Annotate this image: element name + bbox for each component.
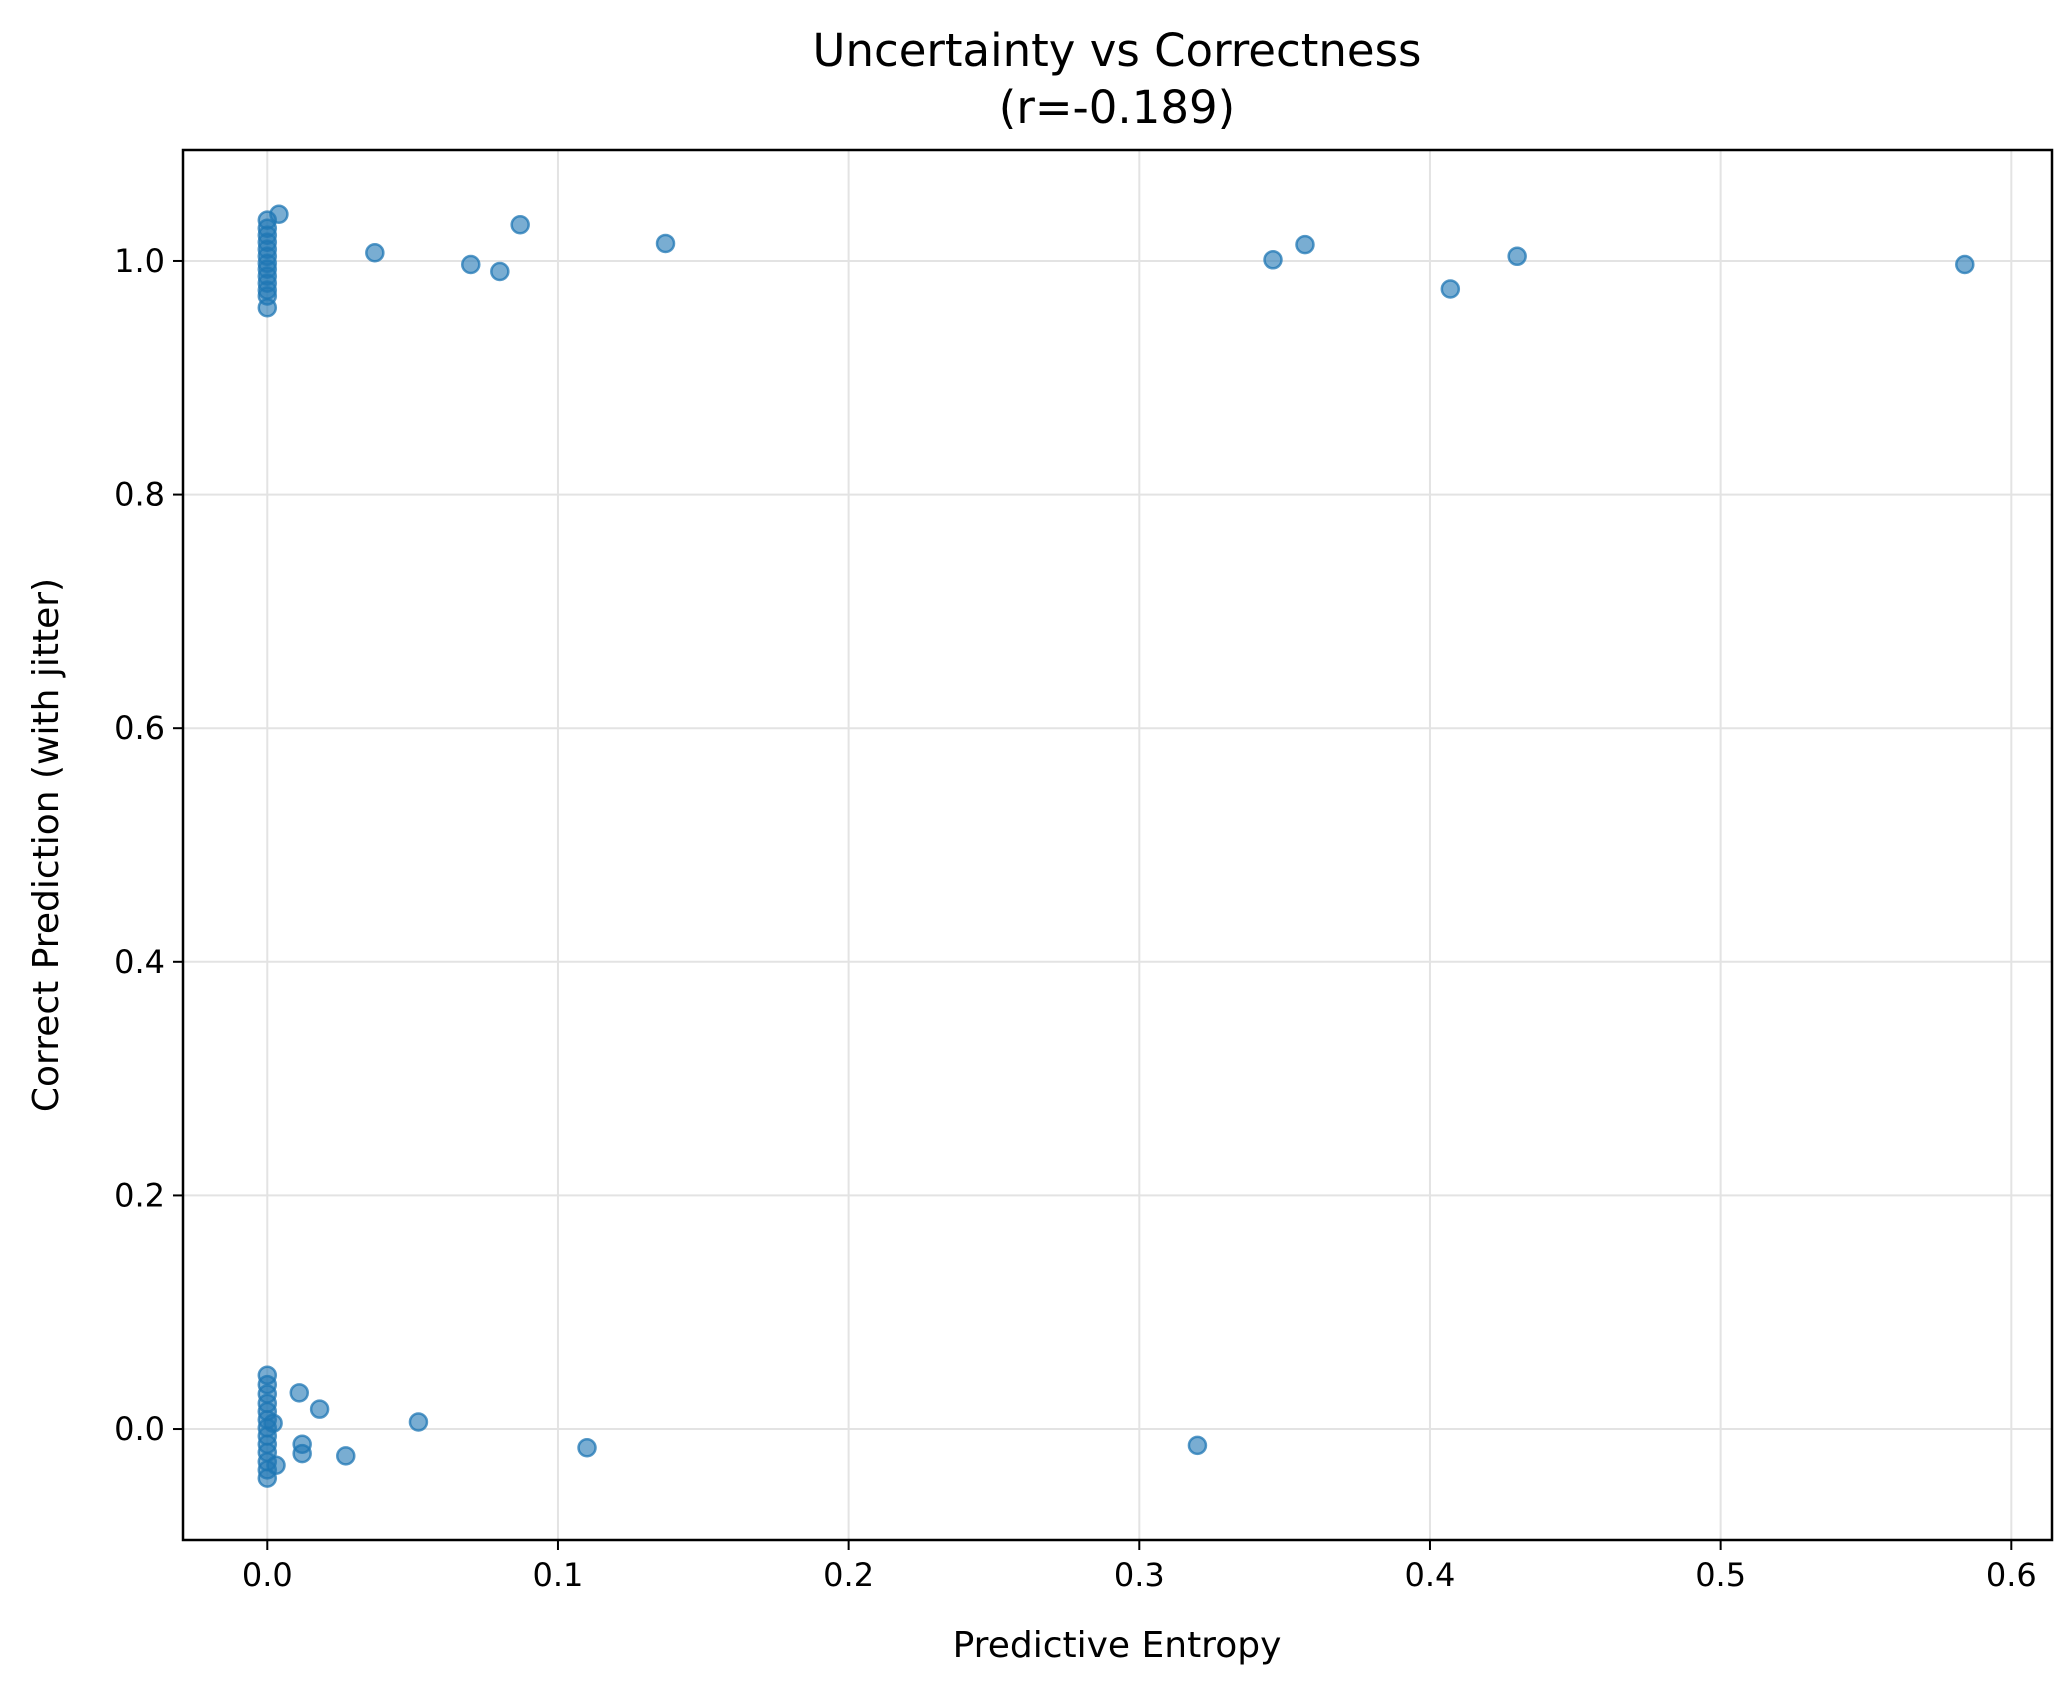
x-tick-label: 0.2 (823, 1556, 874, 1594)
scatter-point (336, 1446, 356, 1466)
scatter-point (1955, 254, 1975, 275)
x-tick-label: 0.5 (1695, 1556, 1746, 1594)
scatter-point (292, 1443, 312, 1464)
scatter-point (309, 1399, 330, 1419)
scatter-point (1295, 234, 1315, 255)
x-tick-label: 0.1 (533, 1556, 584, 1594)
scatter-point (257, 297, 278, 318)
scatter-point (266, 1455, 286, 1475)
chart-title: Uncertainty vs Correctness (813, 24, 1422, 77)
scatter-point (1187, 1435, 1208, 1456)
plot-frame (181, 148, 2054, 1542)
chart-subtitle: (r=-0.189) (999, 81, 1235, 134)
ticks-layer: 0.0 0.1 0.2 0.3 0.4 0.5 0.6 0.0 0.2 0.4 0.6 0.8 1.0 (114, 242, 2037, 1594)
scatter-point (461, 254, 481, 275)
y-tick-label: 0.8 (114, 476, 165, 514)
scatter-point (655, 233, 676, 254)
y-tick-label: 0.2 (114, 1176, 165, 1214)
points-layer (257, 204, 1975, 1488)
scatter-point (365, 243, 385, 263)
scatter-point (577, 1437, 597, 1458)
x-tick-label: 0.6 (1986, 1556, 2037, 1594)
scatter-point (1263, 250, 1283, 270)
scatter-point (289, 1383, 310, 1403)
y-tick-label: 0.6 (114, 709, 165, 747)
y-axis-label: Correct Prediction (with jitter) (26, 578, 67, 1112)
scatter-point (510, 215, 530, 235)
y-tick-label: 0.4 (114, 943, 165, 981)
x-tick-label: 0.0 (242, 1556, 293, 1594)
grid-layer (183, 150, 2052, 1540)
x-axis-label: Predictive Entropy (953, 1625, 1282, 1666)
x-tick-label: 0.3 (1114, 1556, 1165, 1594)
scatter-point (1507, 246, 1527, 267)
y-tick-label: 0.0 (114, 1410, 165, 1448)
scatter-point (1440, 279, 1461, 299)
x-tick-label: 0.4 (1405, 1556, 1456, 1594)
scatter-point (269, 204, 289, 224)
scatter-point (408, 1412, 429, 1432)
y-tick-label: 1.0 (114, 242, 165, 280)
scatter-point (490, 261, 510, 282)
